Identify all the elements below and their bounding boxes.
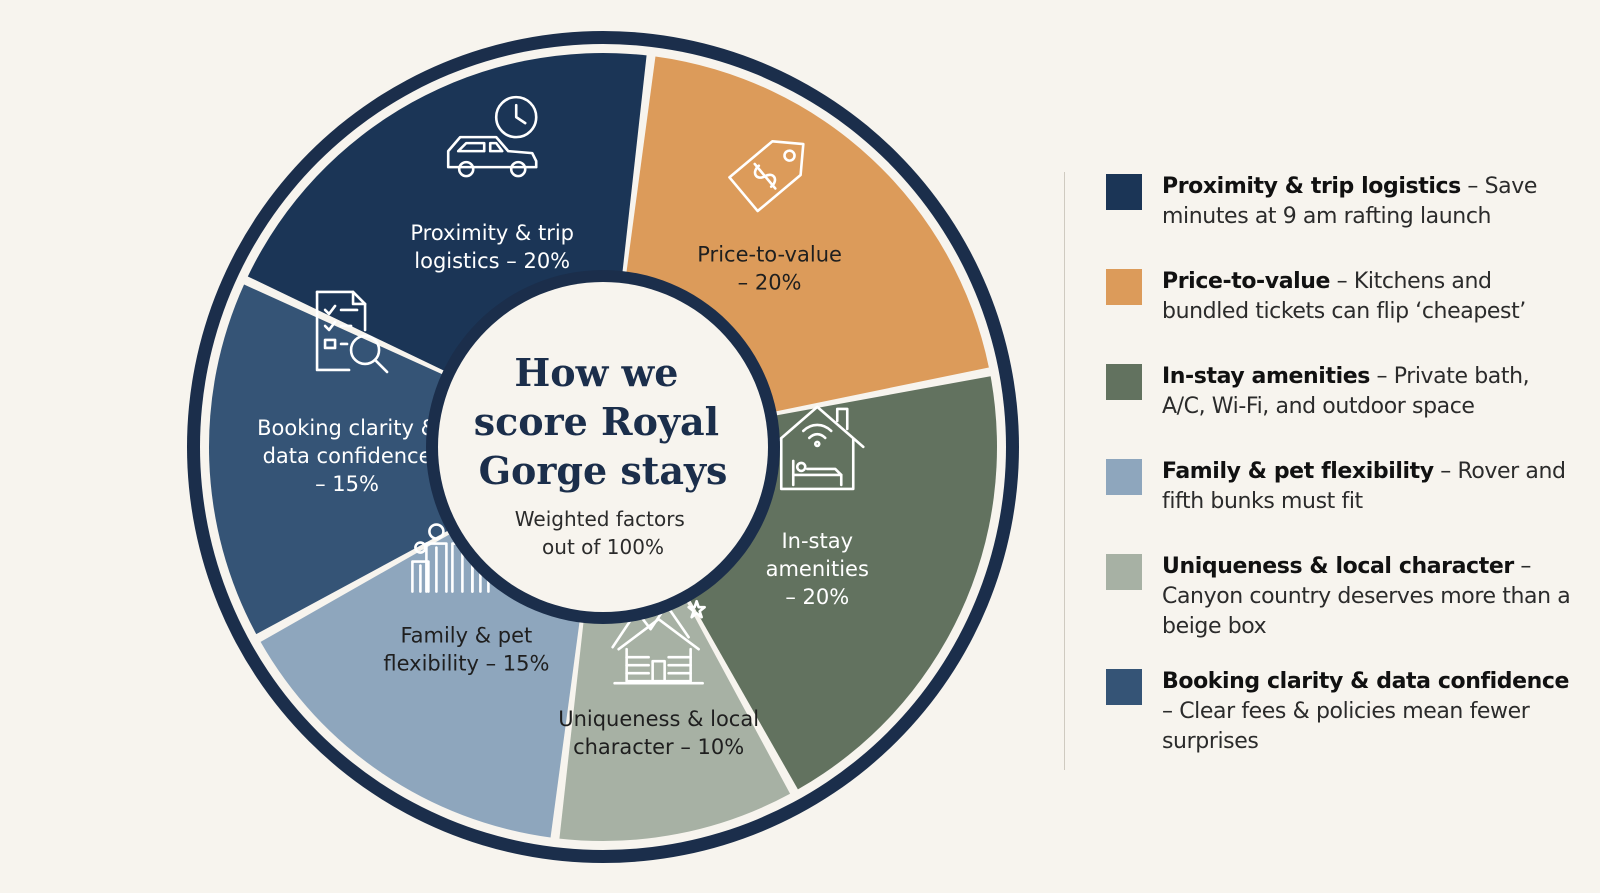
legend-rest: – Rover and fifth bunks must fit [1162,459,1566,514]
legend-text: Proximity & trip logistics – Save minute… [1162,172,1576,232]
legend-item-family: Family & pet flexibility – Rover and fif… [1106,457,1576,517]
slice-label-amenities: In-stay amenities – 20% [766,529,869,609]
slice-label-proximity: Proximity & trip logistics – 20% [410,221,574,273]
house-wifi-bed-icon [769,405,865,491]
legend-swatch [1106,174,1142,210]
legend-bold: Family & pet flexibility [1162,459,1434,484]
legend-bold: Price-to-value [1162,269,1331,294]
legend-rest: – Save minutes at 9 am rafting launch [1162,174,1537,229]
legend-item-booking: Booking clarity & data confidence – Clea… [1106,667,1576,757]
legend-bold: Uniqueness & local character [1162,554,1514,579]
legend-item-uniqueness: Uniqueness & local character – Canyon co… [1106,552,1576,642]
legend-text: Uniqueness & local character – Canyon co… [1162,552,1576,642]
legend-item-price: Price-to-value – Kitchens and bundled ti… [1106,267,1576,327]
slice-booking [208,284,603,635]
slice-labels: Proximity & trip logistics – 20% Price-to-… [257,221,869,759]
slice-label-uniqueness: Uniqueness & local character – 10% [558,707,759,759]
slice-label-price: Price-to-value – 20% [697,242,842,294]
legend-swatch [1106,669,1142,705]
legend-text: Family & pet flexibility – Rover and fif… [1162,457,1576,517]
legend-bold: Proximity & trip logistics [1162,174,1461,199]
car-clock-icon [446,95,538,178]
legend-bold: Booking clarity & data confidence [1162,669,1570,694]
legend-item-proximity: Proximity & trip logistics – Save minute… [1106,172,1576,232]
center-disc [438,282,768,612]
legend-rest: – Canyon country deserves more than a be… [1162,554,1571,639]
legend-rest: – Kitchens and bundled tickets can flip … [1162,269,1526,324]
chart-subtitle: Weighted factors out of 100% [515,507,691,559]
legend-text: In-stay amenities – Private bath, A/C, W… [1162,362,1576,422]
price-tag-icon [728,140,805,213]
cabin-mountain-icon [611,599,706,685]
document-search-icon [315,290,389,374]
legend-item-amenities: In-stay amenities – Private bath, A/C, W… [1106,362,1576,422]
chart-title: How we score Royal Gorge stays [474,350,733,493]
donut-chart: Proximity & trip logistics – 20% Price-to-… [187,31,1019,863]
slice-label-booking: Booking clarity & data confidence – 15% [257,416,437,496]
legend-divider [1064,172,1065,770]
legend-text: Booking clarity & data confidence – Clea… [1162,667,1576,757]
legend-swatch [1106,269,1142,305]
legend-swatch [1106,554,1142,590]
legend-text: Price-to-value – Kitchens and bundled ti… [1162,267,1576,327]
legend-swatch [1106,459,1142,495]
slice-label-family: Family & pet flexibility – 15% [383,624,549,676]
legend-bold: In-stay amenities [1162,364,1370,389]
legend-rest: – Private bath, A/C, Wi-Fi, and outdoor … [1162,364,1530,419]
legend-rest: – Clear fees & policies mean fewer surpr… [1162,699,1530,754]
legend-swatch [1106,364,1142,400]
